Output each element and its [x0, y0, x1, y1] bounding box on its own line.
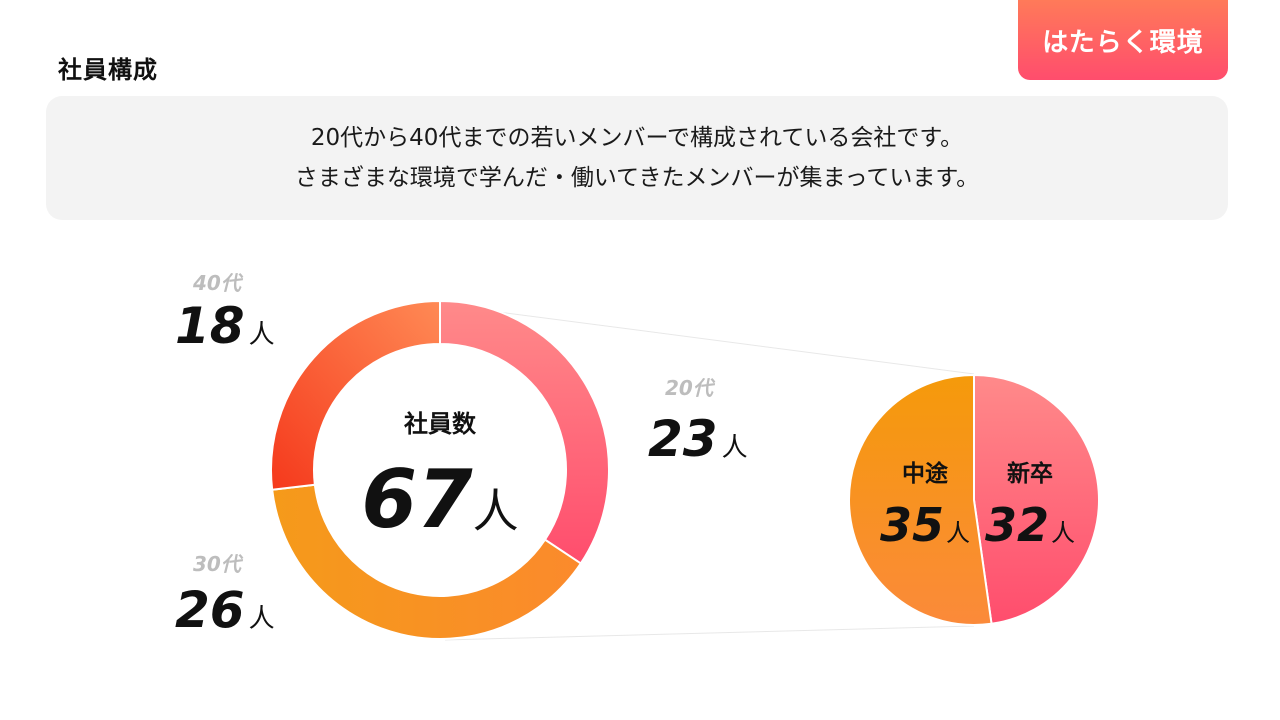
- label-20s-number: 23: [648, 410, 718, 468]
- pie-slice-chuto: [848, 373, 993, 626]
- label-40s-value: 18 人: [175, 297, 275, 355]
- intro-line-1: 20代から40代までの若いメンバーで構成されている会社です。: [310, 125, 964, 151]
- page-title: 社員構成: [58, 56, 158, 84]
- pie-slice-shinsotsu: [973, 373, 1100, 625]
- label-30s-category: 30代: [193, 552, 244, 576]
- label-chuto-value: 35人: [880, 498, 970, 552]
- donut-segment-40s: [270, 299, 441, 491]
- label-30s-number: 26: [175, 581, 245, 639]
- career-pie-chart: [848, 373, 1100, 626]
- intro-box: 20代から40代までの若いメンバーで構成されている会社です。 さまざまな環境で学…: [46, 96, 1228, 220]
- donut-center-unit: 人: [473, 484, 519, 538]
- age-donut-chart: [270, 299, 610, 640]
- label-40s-number: 18: [175, 297, 245, 355]
- label-shinsotsu-number: 32: [985, 498, 1049, 552]
- label-shinsotsu-category: 新卒: [1007, 460, 1053, 487]
- donut-center-number: 67: [361, 453, 473, 546]
- donut-segment-30s: [271, 483, 583, 640]
- donut-center-value: 67人: [361, 453, 518, 546]
- label-shinsotsu-value: 32人: [985, 498, 1075, 552]
- connector-line-top: [444, 304, 975, 375]
- label-chuto-unit: 人: [946, 519, 970, 547]
- label-20s-unit: 人: [722, 433, 748, 463]
- label-20s-value: 23 人: [648, 410, 748, 468]
- label-chuto-category: 中途: [902, 460, 949, 487]
- label-40s-unit: 人: [249, 320, 275, 350]
- label-40s-category: 40代: [192, 271, 244, 295]
- label-shinsotsu-unit: 人: [1051, 519, 1075, 547]
- donut-center-title: 社員数: [404, 410, 477, 438]
- connector-line-bottom: [444, 625, 975, 641]
- label-30s-value: 26 人: [175, 581, 275, 639]
- intro-line-2: さまざまな環境で学んだ・働いてきたメンバーが集まっています。: [294, 165, 980, 191]
- label-30s-unit: 人: [249, 604, 275, 634]
- label-20s-category: 20代: [665, 376, 716, 400]
- label-chuto-number: 35: [880, 498, 944, 552]
- section-tag: はたらく環境: [1018, 0, 1228, 80]
